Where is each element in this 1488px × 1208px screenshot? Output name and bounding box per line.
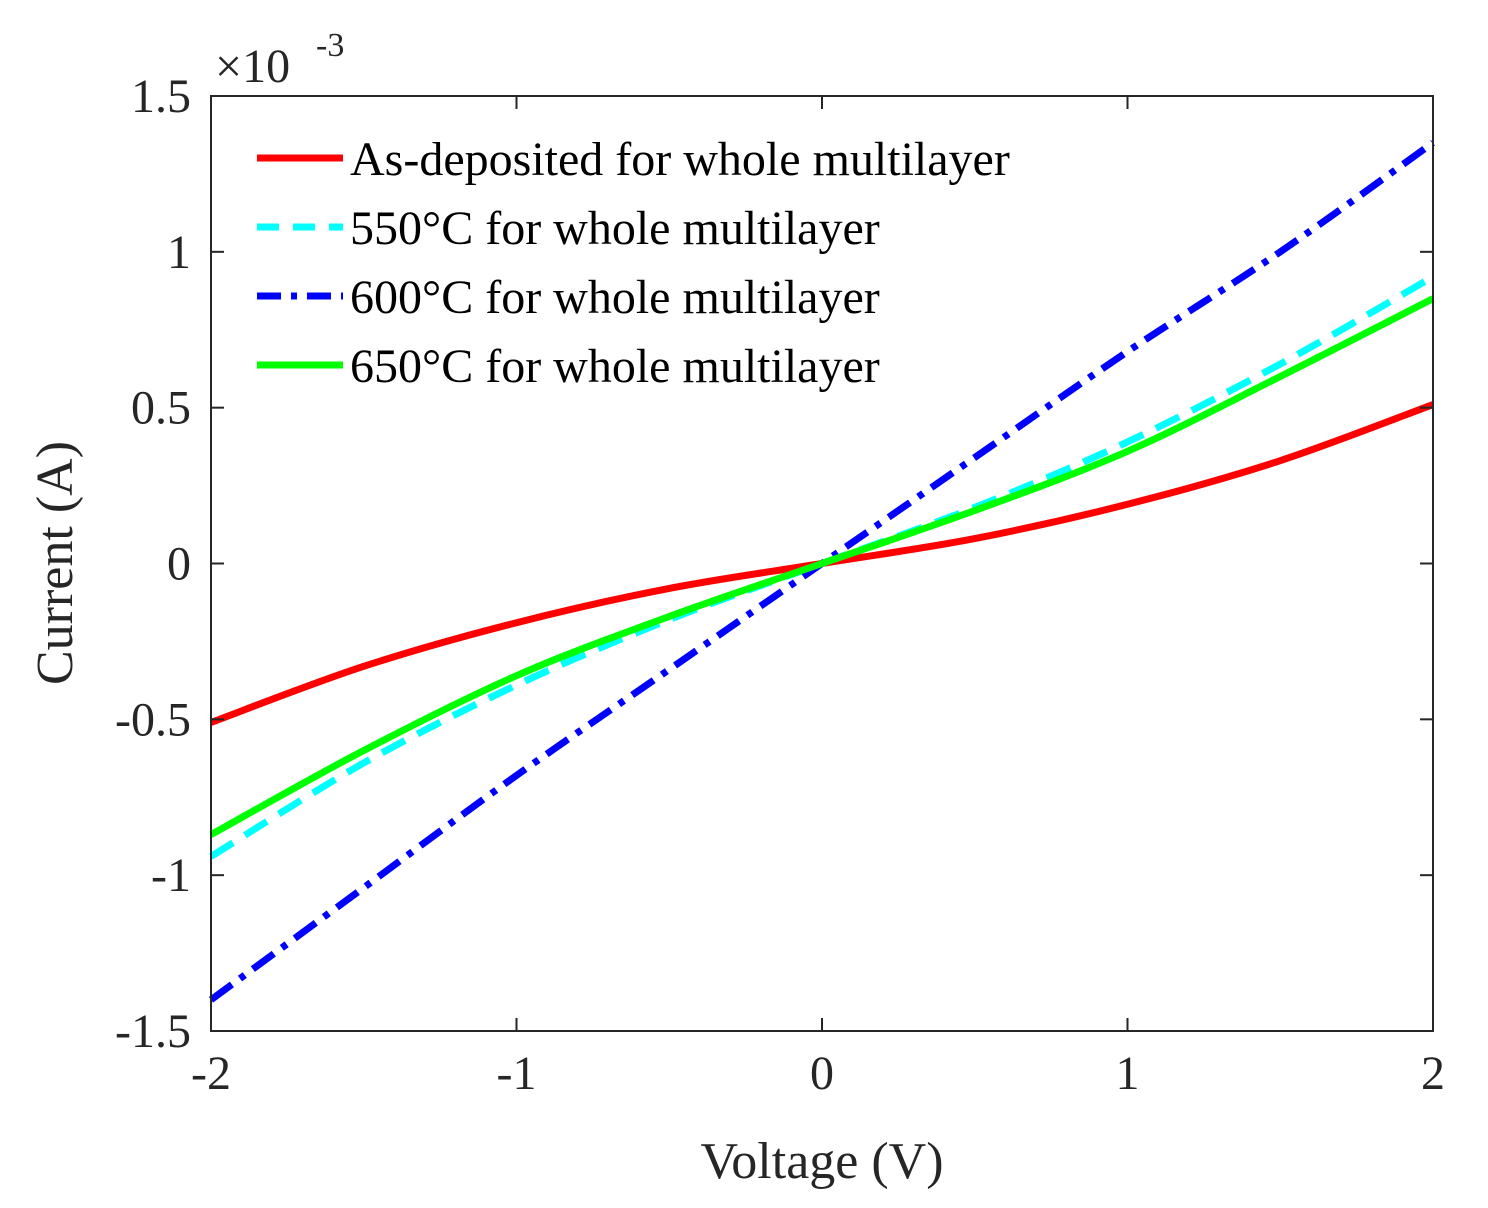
y-exponent-base: ×10 bbox=[215, 40, 290, 93]
legend-label-2: 550°C for whole multilayer bbox=[350, 202, 880, 255]
x-axis-label: Voltage (V) bbox=[700, 1133, 943, 1190]
x-tick-label-3: 0 bbox=[810, 1047, 834, 1100]
y-tick-label-4: 0 bbox=[167, 538, 191, 591]
y-exponent-power: -3 bbox=[316, 27, 344, 64]
y-tick-label-6: 1 bbox=[167, 226, 191, 279]
legend: As-deposited for whole multilayer 550°C f… bbox=[257, 133, 1010, 393]
x-tick-label-5: 2 bbox=[1421, 1047, 1445, 1100]
y-tick-label-1: -1.5 bbox=[115, 1005, 191, 1058]
series-line-2 bbox=[209, 273, 1435, 860]
y-tick-label-7: 1.5 bbox=[131, 70, 191, 123]
legend-label-1: As-deposited for whole multilayer bbox=[350, 133, 1010, 186]
tick-group: -2 -1 0 1 2 -1.5 -1 -0.5 0 0.5 1 1.5 bbox=[115, 70, 1445, 1100]
x-tick-label-4: 1 bbox=[1116, 1047, 1140, 1100]
legend-label-4: 650°C for whole multilayer bbox=[350, 340, 880, 393]
y-axis-exponent: ×10 -3 bbox=[215, 27, 344, 93]
y-axis-label: Current (A) bbox=[27, 441, 84, 685]
x-tick-label-2: -1 bbox=[497, 1047, 537, 1100]
x-tick-label-1: -2 bbox=[191, 1047, 231, 1100]
y-tick-label-3: -0.5 bbox=[115, 693, 191, 746]
series-group bbox=[208, 139, 1436, 1003]
y-tick-label-5: 0.5 bbox=[131, 382, 191, 435]
legend-label-3: 600°C for whole multilayer bbox=[350, 271, 880, 324]
series-line-4 bbox=[209, 295, 1435, 838]
y-tick-label-2: -1 bbox=[151, 849, 191, 902]
